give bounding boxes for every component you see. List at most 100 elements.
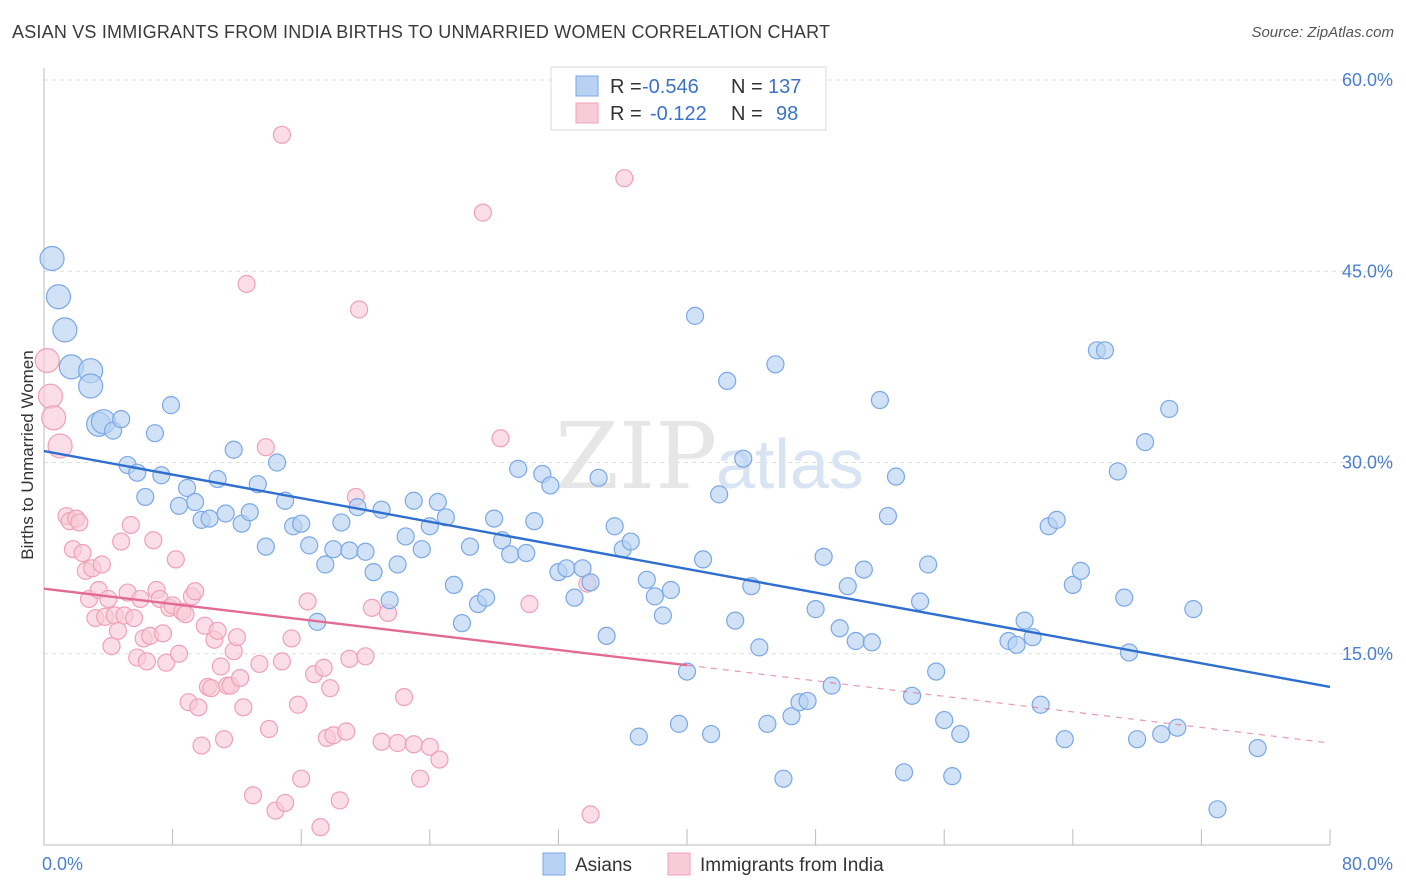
y-tick-labels: 15.0% 30.0% 45.0% 60.0% [1342,70,1393,664]
asians-point-103 [870,390,890,410]
asians-point-97 [822,676,841,695]
chart-title: ASIAN VS IMMIGRANTS FROM INDIA BIRTHS TO… [12,22,831,42]
asians-point-41 [372,500,391,519]
india-trend-line [43,587,688,667]
asians-point-25 [240,503,259,522]
x-tick-label-10: 80.0% [1342,854,1393,874]
legend-n-label-asians: N = [731,76,763,98]
asians-point-125 [1095,341,1115,360]
y-tick-label-1: 30.0% [1342,453,1393,473]
asians-point-83 [710,485,729,504]
india-point-67 [276,793,295,813]
asians-point-45 [404,491,423,510]
y-axis-title: Births to Unmarried Women [18,350,37,559]
asians-point-42 [380,591,399,610]
asians-point-107 [902,686,922,705]
india-point-70 [292,769,311,788]
asians-point-95 [806,600,825,619]
india-point-92 [430,750,449,769]
india-point-87 [388,733,407,753]
y-tick-label-0: 15.0% [1342,644,1393,664]
india-point-20 [108,621,128,640]
india-point-9 [73,543,92,563]
asians-point-121 [1055,730,1074,749]
asians-point-48 [428,492,447,512]
asians-point-123 [1071,561,1090,580]
india-point-66 [272,652,292,671]
india-point-59 [234,698,253,717]
asians-point-81 [693,550,713,569]
india-point-89 [404,735,423,754]
asians-point-58 [509,459,528,478]
asians-point-5 [78,373,104,399]
asians-point-52 [460,537,480,556]
asians-point-54 [476,588,496,607]
asians-point-128 [1119,643,1139,662]
asians-point-136 [1248,738,1267,758]
bottom-legend-label-india: Immigrants from India [700,855,884,876]
asians-point-104 [878,506,898,526]
india-point-29 [137,652,156,671]
asians-point-88 [750,638,769,657]
x-tick-label-0: 0.0% [42,854,83,874]
india-point-74 [314,658,333,677]
asians-point-89 [758,714,777,733]
india-point-68 [282,629,301,648]
asians-point-76 [653,606,672,625]
india-point-39 [169,644,189,663]
india-point-35 [157,653,176,672]
asians-point-86 [734,449,753,468]
india-point-44 [186,582,205,601]
asians-point-85 [726,611,745,630]
axes [43,68,1331,846]
asians-point-73 [629,727,648,746]
india-point-93 [272,125,292,144]
asians-point-62 [541,476,560,495]
legend-swatch-india [575,102,599,124]
asians-point-27 [256,537,275,556]
asians-point-65 [565,588,584,607]
india-point-25 [124,608,144,628]
asians-point-134 [1184,600,1203,619]
india-point-60 [237,274,256,294]
asians-point-66 [573,559,592,578]
asians-point-0 [39,245,65,272]
grid-lines [44,79,1392,655]
asians-point-120 [1047,510,1066,529]
india-point-79 [337,722,356,741]
trend-lines [43,449,1331,744]
india-trend-line-extension [686,664,1331,744]
bottom-legend-label-asians: Asians [575,855,632,876]
asians-point-101 [854,560,873,579]
india-point-21 [112,532,131,551]
india-point-49 [202,679,221,698]
asians-point-109 [919,555,938,574]
india-point-34 [153,624,173,643]
india-point-73 [311,818,330,837]
asians-point-102 [862,633,881,652]
asians-point-129 [1127,730,1147,749]
asians-point-39 [356,542,375,561]
legend-n-value-india: 98 [776,103,798,125]
asians-point-111 [935,710,954,730]
india-point-24 [121,515,140,535]
asians-point-113 [951,724,970,744]
asians-point-127 [1115,588,1134,607]
india-point-64 [259,719,279,739]
india-point-31 [144,531,163,550]
asians-point-36 [332,513,351,532]
asians-point-9 [112,410,131,429]
india-point-88 [394,687,414,707]
india-point-45 [189,698,208,717]
asians-point-108 [910,592,930,611]
india-point-38 [166,550,185,569]
india-point-76 [321,679,340,698]
asians-point-98 [830,619,849,638]
india-point-1 [37,383,64,409]
india-point-18 [102,636,121,656]
watermark: ZIP atlas [555,403,864,510]
asians-point-78 [669,714,689,733]
watermark-zip: ZIP [555,403,717,510]
india-point-83 [356,647,375,666]
series-india-points [34,125,634,837]
